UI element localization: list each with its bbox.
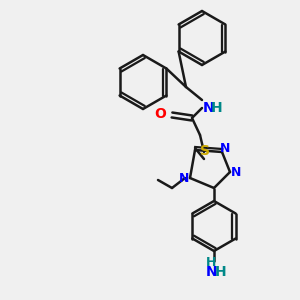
Text: N: N [206,265,218,279]
Text: S: S [200,144,210,158]
Text: N: N [179,172,189,184]
Text: O: O [154,107,166,121]
Text: N: N [220,142,230,154]
Text: H: H [211,101,223,115]
Text: H: H [206,256,216,269]
Text: H: H [215,265,227,279]
Text: N: N [231,166,241,178]
Text: N: N [203,101,214,115]
